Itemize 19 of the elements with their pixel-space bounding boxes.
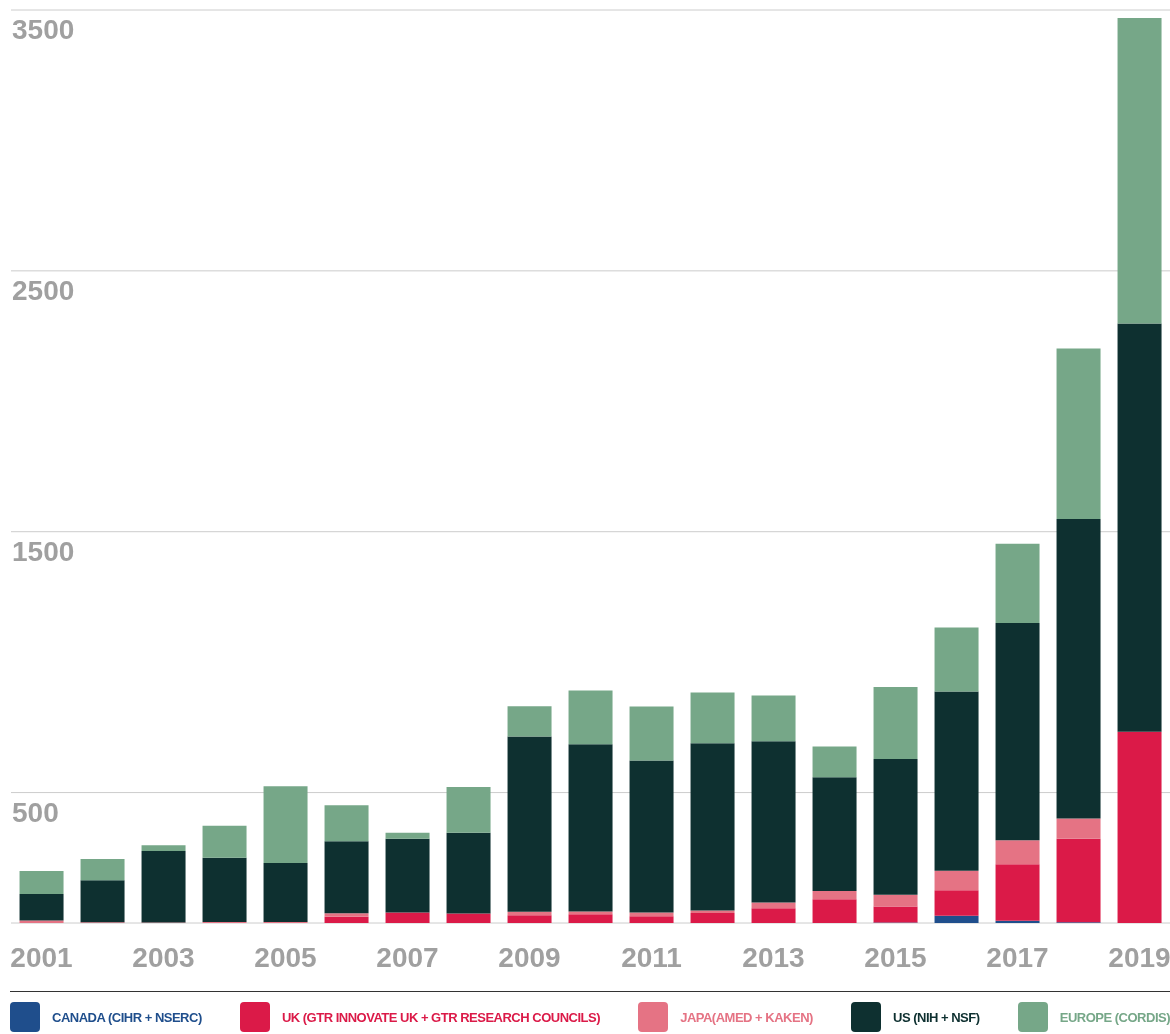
y-tick-label: 1500 — [12, 536, 75, 568]
x-tick-label: 2017 — [986, 941, 1049, 973]
legend-label: CANADA (CIHR + NSERC) — [52, 1009, 202, 1025]
x-tick-label: 2009 — [498, 941, 561, 973]
x-tick-label: 2019 — [1108, 941, 1170, 973]
y-tick-label: 2500 — [12, 275, 75, 307]
x-tick-label: 2005 — [254, 941, 317, 973]
y-tick-label: 3500 — [12, 14, 75, 46]
x-tick-label: 2011 — [621, 941, 682, 973]
y-tick-label: 500 — [12, 796, 59, 828]
legend-label: US (NIH + NSF) — [893, 1009, 980, 1025]
legend-label: UK (GTR INNOVATE UK + GTR RESEARCH COUNCILS) — [281, 1009, 600, 1025]
x-tick-label: 2001 — [10, 941, 73, 973]
x-tick-label: 2007 — [376, 941, 439, 973]
legend-label: JAPA(AMED + KAKEN) — [680, 1009, 813, 1025]
x-tick-label: 2015 — [864, 941, 927, 973]
x-tick-label: 2013 — [742, 941, 805, 973]
x-tick-label: 2003 — [132, 941, 195, 973]
legend-label: EUROPE (CORDIS) — [1059, 1009, 1170, 1025]
